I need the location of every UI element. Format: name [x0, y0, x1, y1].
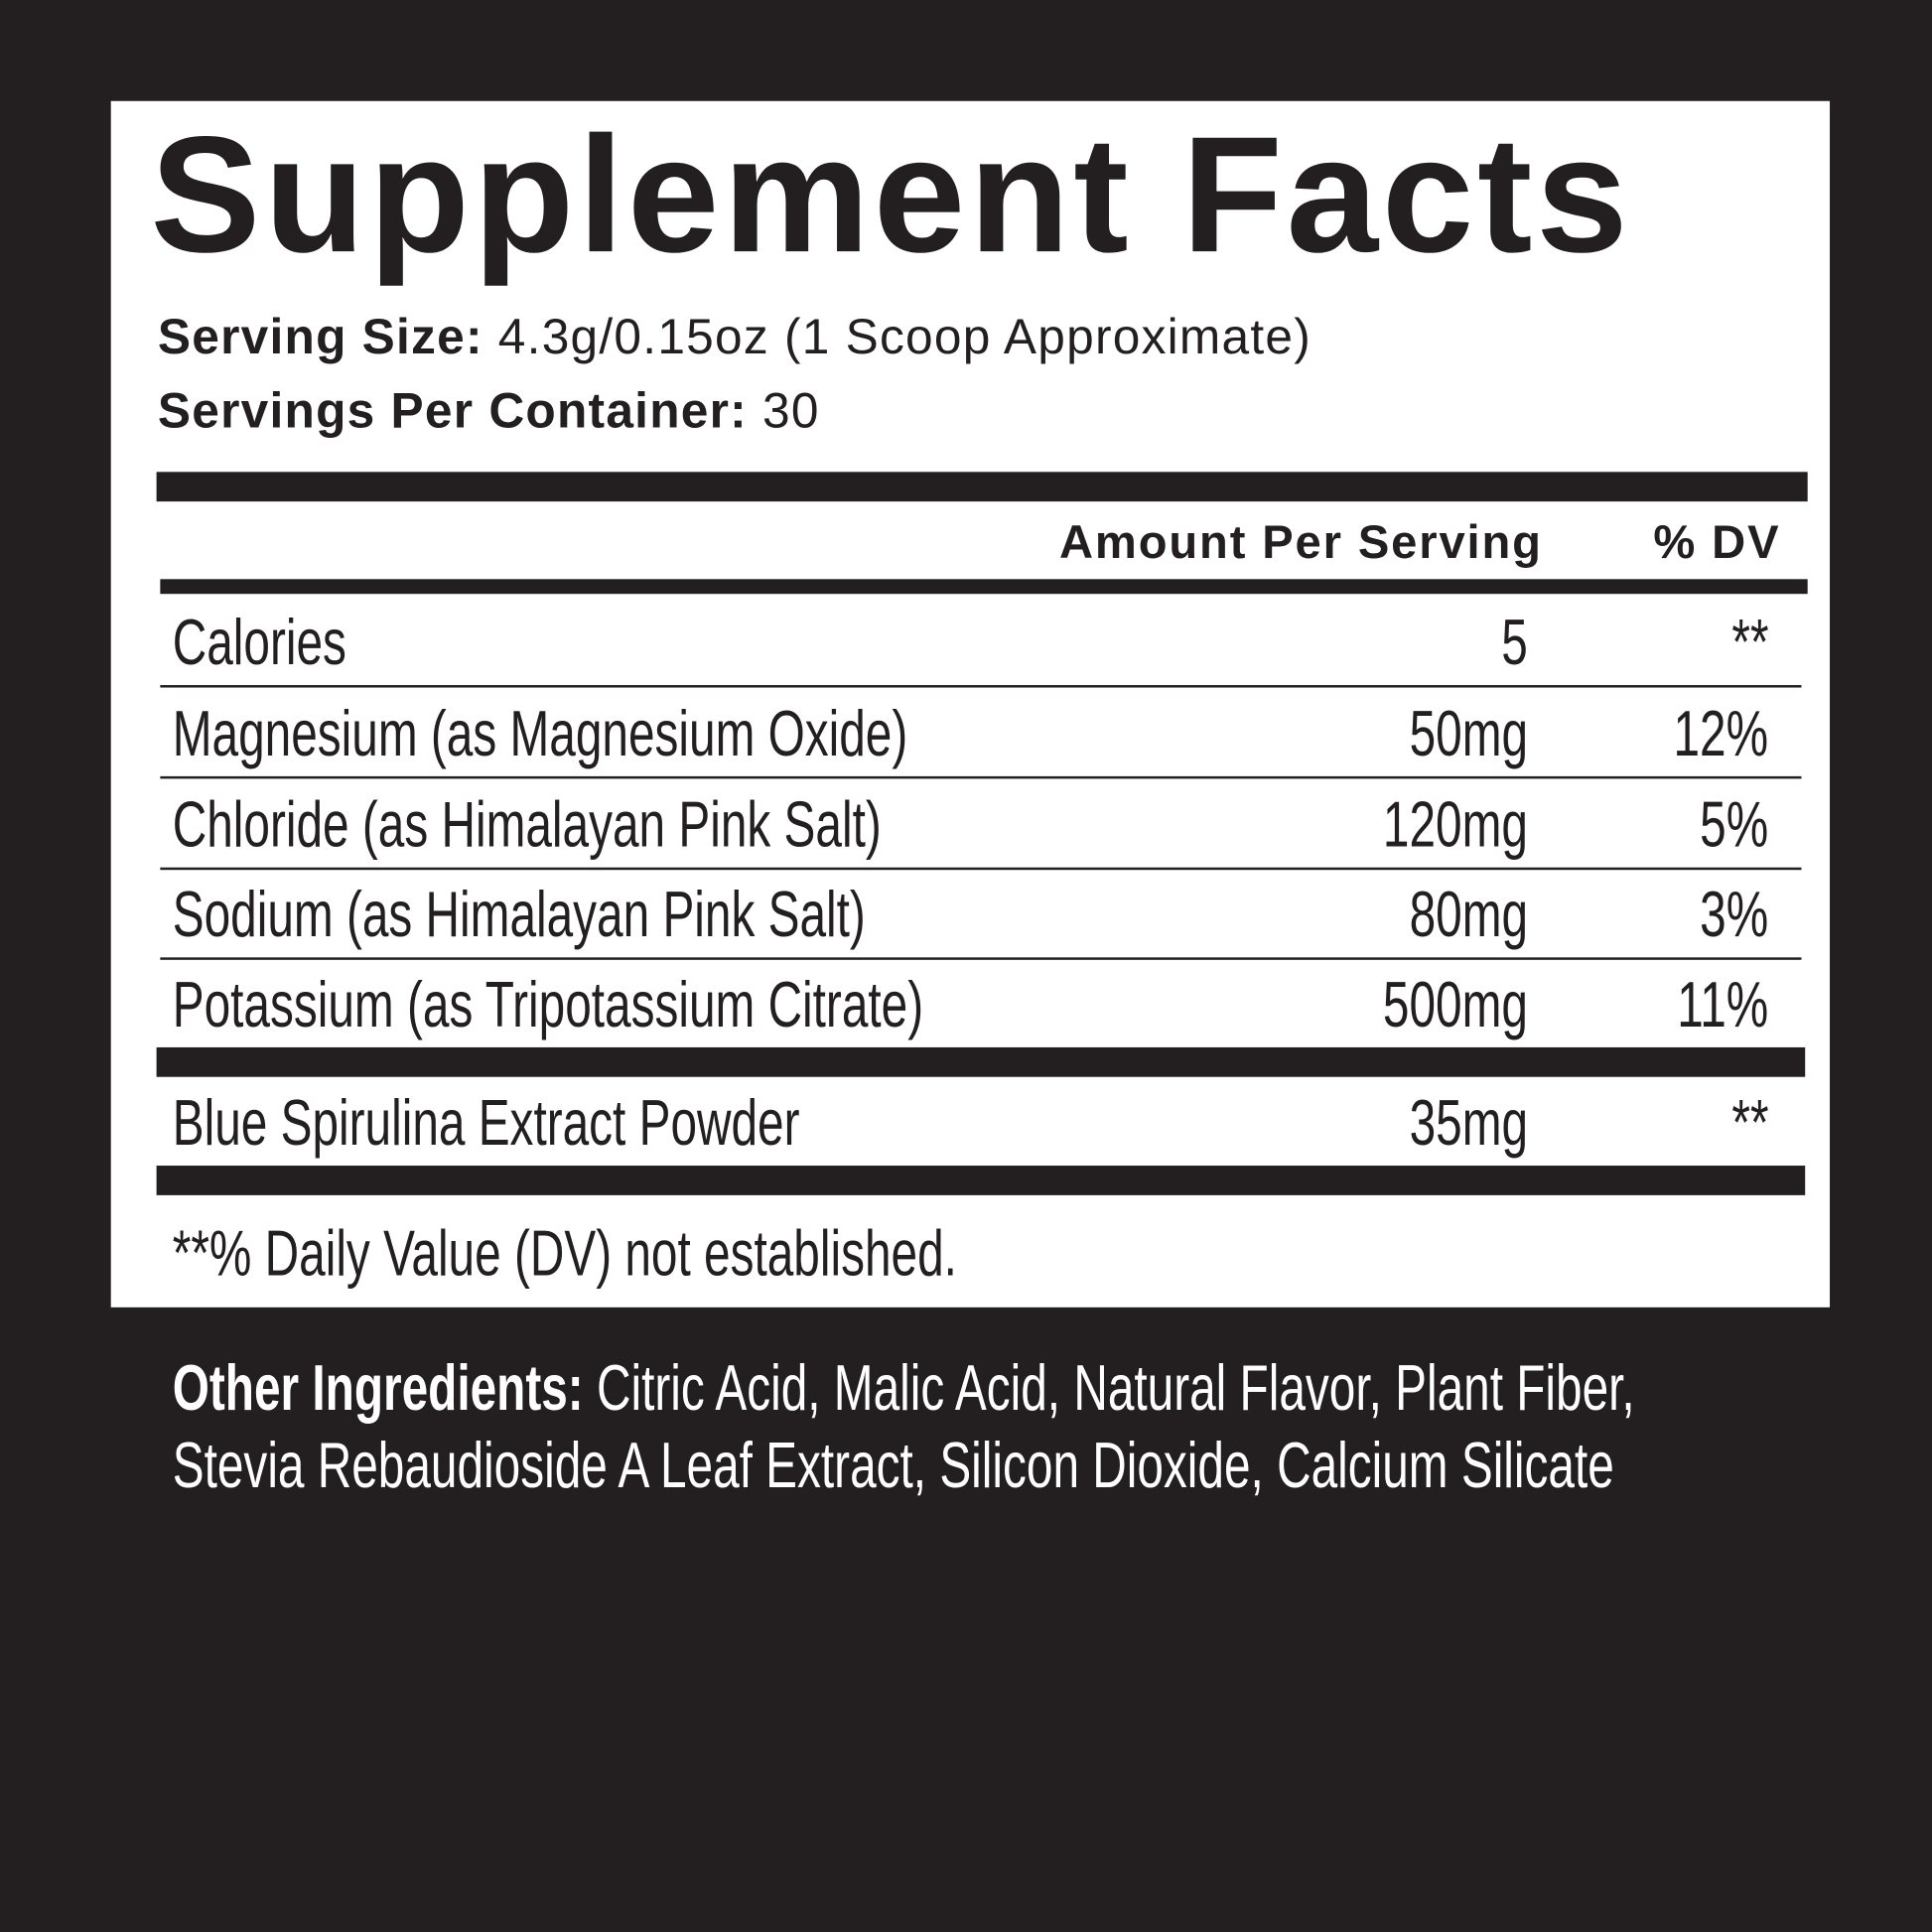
nutrient-dv: 11% [1676, 969, 1768, 1041]
serving-size-value: 4.3g/0.15oz (1 Scoop Approximate) [497, 310, 1312, 365]
row-divider [160, 685, 1802, 688]
divider-medium [160, 579, 1808, 595]
other-ingredients-text: Citric Acid, Malic Acid, Natural Flavor,… [596, 1352, 1635, 1425]
nutrient-name: Sodium (as Himalayan Pink Salt) [172, 880, 866, 952]
row-divider [160, 775, 1802, 779]
row-divider [160, 957, 1802, 960]
nutrient-amount: 50mg [1409, 698, 1528, 770]
divider-thick [156, 472, 1808, 502]
nutrient-name: Magnesium (as Magnesium Oxide) [172, 698, 908, 770]
nutrient-amount: 5 [1501, 607, 1528, 679]
other-ingredients-label: Other Ingredients: [172, 1352, 584, 1425]
serving-size-label: Serving Size: [157, 310, 483, 365]
servings-per-container: Servings Per Container: 30 [158, 382, 820, 442]
other-ingredients-line2: Stevia Rebaudioside A Leaf Extract, Sili… [172, 1430, 1614, 1502]
servings-per-container-value: 30 [762, 384, 820, 439]
nutrient-dv: 12% [1673, 698, 1768, 770]
nutrient-amount: 35mg [1409, 1087, 1528, 1160]
divider-thick [156, 1046, 1806, 1077]
other-ingredients-line1: Other Ingredients: Citric Acid, Malic Ac… [173, 1351, 1635, 1425]
nutrient-amount: 120mg [1382, 789, 1528, 862]
serving-size: Serving Size: 4.3g/0.15oz (1 Scoop Appro… [158, 308, 1311, 367]
row-divider [160, 867, 1802, 871]
nutrient-amount: 80mg [1409, 880, 1528, 952]
page-title: Supplement Facts [150, 103, 1632, 288]
footnote: **% Daily Value (DV) not established. [172, 1218, 957, 1291]
nutrient-name: Chloride (as Himalayan Pink Salt) [172, 789, 882, 862]
nutrient-dv: ** [1730, 1087, 1768, 1160]
nutrient-dv: 3% [1699, 880, 1768, 952]
nutrient-name: Blue Spirulina Extract Powder [172, 1087, 800, 1160]
supplement-facts-panel [110, 100, 1831, 1308]
nutrient-name: Calories [172, 607, 346, 679]
nutrient-amount: 500mg [1382, 969, 1528, 1041]
header-dv: % DV [1653, 517, 1781, 570]
nutrient-dv: 5% [1699, 789, 1768, 862]
servings-per-container-label: Servings Per Container: [157, 384, 748, 439]
header-amount: Amount Per Serving [1058, 517, 1543, 570]
nutrient-dv: ** [1730, 607, 1768, 679]
nutrient-name: Potassium (as Tripotassium Citrate) [172, 969, 924, 1041]
divider-thick [156, 1166, 1806, 1195]
